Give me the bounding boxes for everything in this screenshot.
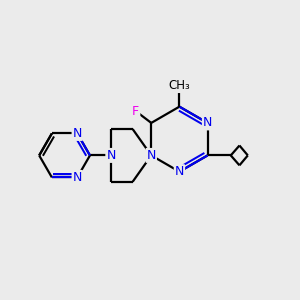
Text: N: N [175, 165, 184, 178]
Text: N: N [73, 171, 82, 184]
Text: CH₃: CH₃ [169, 79, 190, 92]
Text: N: N [73, 127, 82, 140]
Text: N: N [147, 149, 156, 162]
Text: F: F [132, 105, 139, 118]
Text: N: N [203, 116, 212, 129]
Text: N: N [106, 149, 116, 162]
